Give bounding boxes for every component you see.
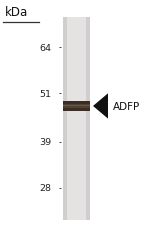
Text: 39: 39 (39, 137, 51, 147)
Bar (63, 104, 90, 109)
Bar (63, 102, 90, 111)
Polygon shape (93, 94, 108, 119)
Text: 64: 64 (39, 44, 51, 53)
Text: 28: 28 (39, 183, 51, 192)
Bar (63, 106, 90, 107)
Bar (63, 18, 90, 220)
Text: ADFP: ADFP (112, 101, 140, 112)
Text: kDa: kDa (4, 6, 28, 19)
Text: 51: 51 (39, 89, 51, 98)
Bar (67, 18, 86, 220)
